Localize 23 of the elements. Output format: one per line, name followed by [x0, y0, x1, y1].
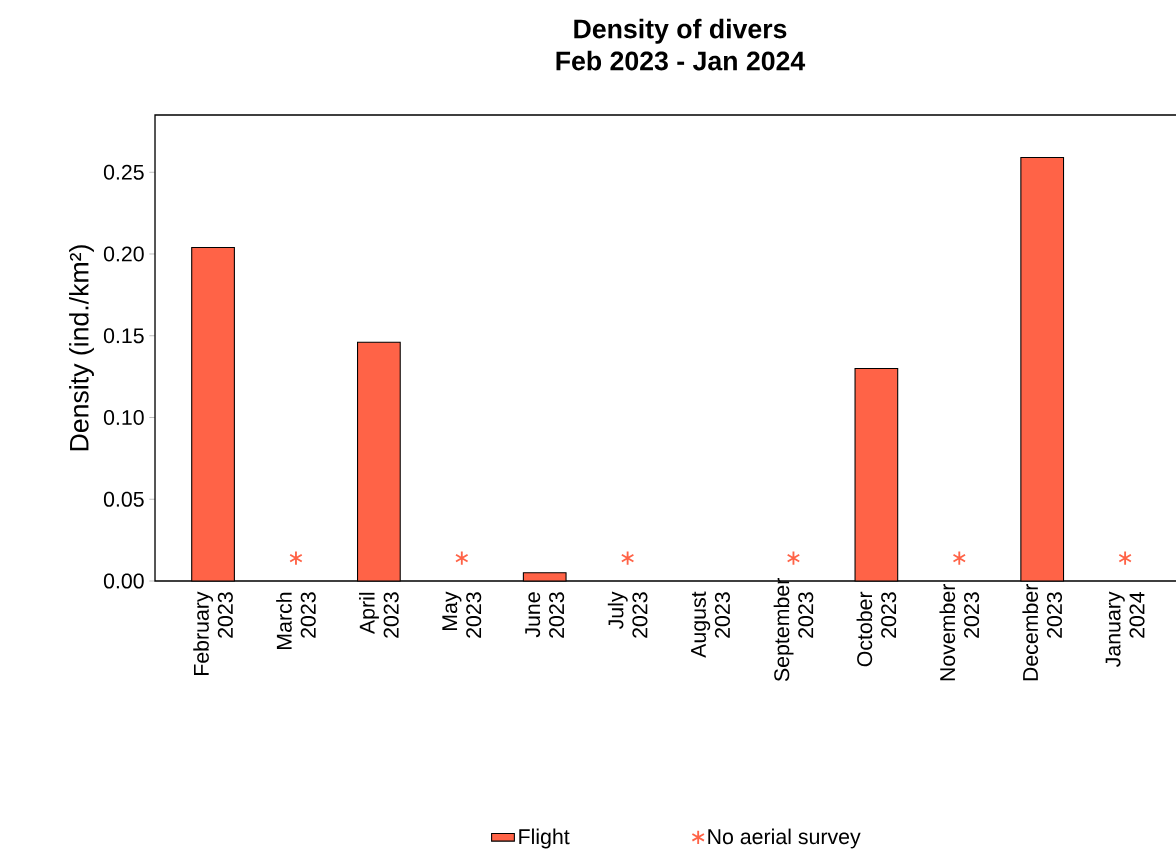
x-tick-label: February 2023 [193, 591, 233, 676]
chart-subtitle: Feb 2023 - Jan 2024 [556, 50, 806, 71]
y-axis-title: Density (ind./km²) [69, 245, 94, 451]
y-tick-label: 0.10 [103, 409, 144, 426]
y-tick-label: 0.15 [103, 328, 144, 344]
x-tick-label: November 2023 [939, 584, 980, 681]
x-tick-label: October 2023 [856, 591, 897, 667]
x-tick-label: March 2023 [276, 592, 316, 649]
x-tick-label: January 2024 [1105, 591, 1145, 667]
x-tick-label: July 2023 [607, 591, 648, 638]
y-tick-label: 0.25 [103, 164, 144, 180]
chart-title: Density of divers [574, 18, 787, 44]
x-tick-label: May 2023 [442, 591, 482, 638]
x-tick-label: December 2023 [1022, 584, 1063, 681]
x-tick-label: August 2023 [691, 591, 730, 658]
legend-label: No aerial survey [708, 828, 861, 849]
y-tick-label: 0.05 [103, 491, 144, 507]
y-tick-label: 0.00 [103, 573, 144, 589]
y-tick-label: 0.20 [103, 246, 144, 262]
legend-label: Flight [519, 828, 570, 849]
x-tick-label: April 2023 [359, 592, 399, 638]
x-tick-label: June 2023 [525, 592, 565, 638]
x-tick-label: September 2023 [773, 578, 814, 682]
